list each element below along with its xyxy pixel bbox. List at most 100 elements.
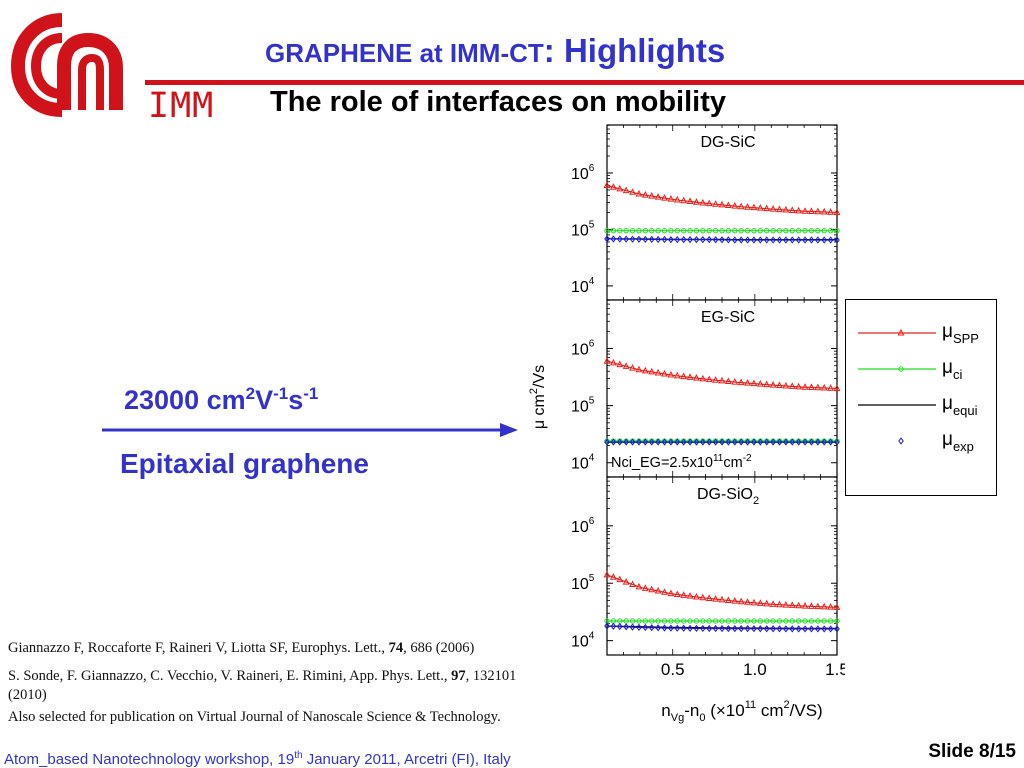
series-ci-point xyxy=(789,618,795,624)
series-ci-point xyxy=(623,618,629,624)
series-spp-point xyxy=(705,594,713,602)
y-axis-label: μ cm2/Vs xyxy=(528,365,548,429)
series-ci-point xyxy=(661,227,668,234)
series-spp-point xyxy=(673,371,681,379)
series-spp-point xyxy=(833,603,841,610)
series-exp-point xyxy=(706,438,713,446)
series-exp-point xyxy=(802,236,808,244)
series-spp-point xyxy=(609,573,617,580)
series-exp-point xyxy=(834,438,840,446)
mobility-sup-3: -1 xyxy=(303,384,319,403)
series-spp-point xyxy=(820,207,828,215)
series-ci-point xyxy=(834,618,840,624)
series-ci-point xyxy=(680,618,687,624)
series-spp-point xyxy=(609,358,617,366)
series-spp-point xyxy=(731,377,739,385)
series-exp-point xyxy=(623,235,630,243)
series-exp-point xyxy=(610,622,617,630)
series-spp-point xyxy=(776,381,783,389)
series-spp-point xyxy=(750,203,758,211)
series-exp-point xyxy=(731,438,738,446)
chart-panel-1: 106 105 104 DG-SiC xyxy=(571,124,841,301)
series-exp-point xyxy=(616,622,623,631)
series-exp-point xyxy=(712,438,719,446)
series-exp-point xyxy=(763,438,770,446)
series-spp-point xyxy=(782,381,790,389)
series-exp-point xyxy=(814,625,821,633)
legend-label: μequi xyxy=(942,393,978,418)
series-exp-point xyxy=(821,625,828,633)
series-spp-point xyxy=(641,584,649,591)
series-exp-point xyxy=(789,625,796,633)
series-exp-point xyxy=(821,236,828,244)
series-ci-point xyxy=(764,618,770,624)
series-exp-point xyxy=(738,236,745,244)
series-spp-point xyxy=(699,374,707,382)
series-spp-point xyxy=(744,598,751,605)
series-exp-point xyxy=(725,438,732,446)
series-spp-point xyxy=(661,194,668,201)
series-exp-point xyxy=(629,623,636,631)
series-exp-point xyxy=(719,624,725,633)
x-tick-label: 0.5 xyxy=(661,660,685,679)
series-spp-point xyxy=(718,200,726,208)
series-spp-point xyxy=(648,585,656,593)
series-spp-point xyxy=(820,383,828,391)
material-label: Epitaxial graphene xyxy=(120,448,369,479)
series-ci-point xyxy=(744,618,751,624)
series-spp-point xyxy=(699,593,707,601)
series-exp-point xyxy=(604,235,610,243)
series-spp-point xyxy=(769,600,777,607)
series-spp-point xyxy=(686,197,694,204)
series-ci-point xyxy=(668,618,674,624)
series-exp-point xyxy=(776,236,783,244)
series-exp-point xyxy=(789,236,796,244)
series-exp-point xyxy=(712,624,719,633)
series-spp-point xyxy=(724,377,732,384)
series-ci-point xyxy=(827,227,834,234)
series-exp-point xyxy=(604,622,610,630)
page-title: GRAPHENE at IMM-CT: Highlights xyxy=(265,32,725,70)
series-exp-point xyxy=(719,236,725,244)
header-divider xyxy=(145,80,1024,85)
series-spp-point xyxy=(673,195,681,203)
series-spp-point xyxy=(776,600,783,608)
series-ci-point xyxy=(757,227,764,234)
series-exp-point xyxy=(814,236,821,244)
series-ci-point xyxy=(674,227,680,234)
y-tick-label: 105 xyxy=(571,219,595,239)
series-ci-point xyxy=(751,618,757,624)
mobility-s: s xyxy=(288,385,304,415)
series-spp-point xyxy=(629,580,636,588)
series-ci-point xyxy=(655,227,661,234)
series-exp-point xyxy=(731,624,738,633)
series-ci-point xyxy=(642,227,649,234)
series-spp-point xyxy=(801,602,809,609)
series-exp-point xyxy=(757,625,764,633)
series-spp-point xyxy=(769,205,777,212)
series-spp-point xyxy=(635,189,643,197)
series-exp-point xyxy=(795,625,802,633)
series-ci-point xyxy=(706,618,712,624)
series-ci-point xyxy=(629,227,636,234)
series-exp-point xyxy=(668,624,674,632)
series-spp-point xyxy=(737,378,745,386)
series-spp-point xyxy=(827,208,835,215)
series-spp-point xyxy=(603,570,611,578)
series-exp-point xyxy=(757,438,764,446)
series-spp-point xyxy=(609,183,617,190)
series-spp-point xyxy=(788,601,796,608)
series-exp-point xyxy=(783,438,789,446)
series-spp-line xyxy=(606,574,838,608)
series-spp-point xyxy=(744,379,751,386)
series-exp-point xyxy=(795,236,802,244)
series-exp-point xyxy=(636,235,642,243)
series-exp-point xyxy=(738,625,745,633)
series-exp-point xyxy=(699,236,706,244)
series-exp-point xyxy=(693,624,700,632)
series-spp-point xyxy=(756,380,764,387)
series-spp-point xyxy=(693,198,700,205)
series-exp-point xyxy=(744,438,751,446)
series-exp-point xyxy=(770,438,776,446)
series-exp-point xyxy=(731,236,738,244)
